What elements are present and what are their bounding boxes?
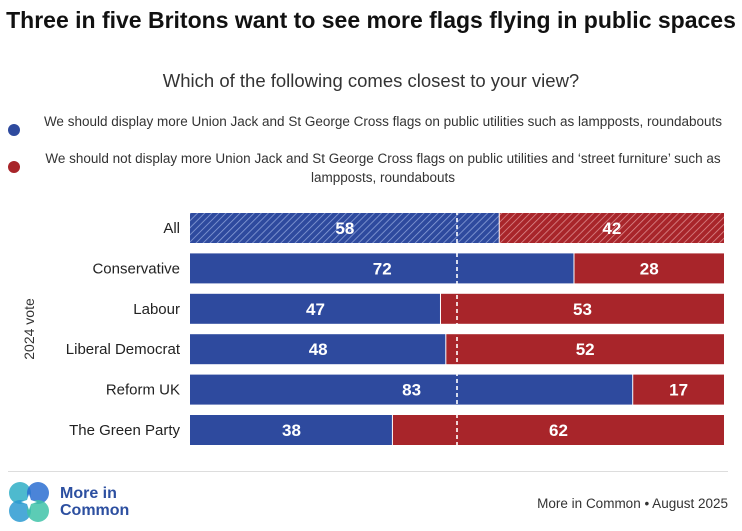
brand-name-line-2: Common: [60, 502, 130, 519]
data-label-the-green-party-series-2: 62: [549, 421, 568, 440]
data-label-conservative-series-1: 72: [373, 259, 392, 278]
data-label-conservative-series-2: 28: [640, 259, 659, 278]
data-label-the-green-party-series-1: 38: [282, 421, 301, 440]
data-label-liberal-democrat-series-1: 48: [309, 340, 328, 359]
legend-label-display-more: We should display more Union Jack and St…: [43, 114, 723, 129]
bar-the-green-party-series-1: [190, 415, 392, 445]
bar-labour-series-2: [440, 293, 724, 324]
chart-subtitle: Which of the following comes closest to …: [162, 70, 580, 91]
data-label-reform-uk-series-2: 17: [669, 381, 688, 400]
category-label-reform-uk: Reform UK: [106, 382, 180, 399]
data-label-labour-series-1: 47: [306, 300, 325, 319]
data-label-all-series-1: 58: [335, 219, 354, 238]
category-label-all: All: [163, 220, 180, 237]
source-note: More in Common • August 2025: [537, 496, 728, 511]
bar-reform-uk-series-1: [190, 374, 633, 405]
more-in-common-logo-icon: [9, 482, 49, 522]
legend-swatch-not-display-more: [8, 161, 20, 173]
legend-swatch-display-more: [8, 124, 20, 136]
category-label-liberal-democrat: Liberal Democrat: [66, 341, 181, 358]
bar-conservative-series-1: [190, 253, 574, 284]
category-label-the-green-party: The Green Party: [69, 422, 180, 439]
bar-conservative-series-2: [574, 253, 724, 284]
y-axis-title: 2024 vote: [21, 298, 37, 360]
bar-the-green-party-series-2: [392, 415, 724, 445]
data-label-all-series-2: 42: [602, 219, 621, 238]
brand-name: More in Common: [60, 485, 129, 519]
brand-name-line-1: More in: [60, 485, 117, 502]
footer-divider: [8, 471, 728, 472]
data-label-labour-series-2: 53: [573, 300, 592, 319]
bar-liberal-democrat-series-2: [446, 334, 724, 365]
category-label-conservative: Conservative: [92, 260, 180, 277]
bar-all-series-2: [499, 213, 724, 243]
data-label-liberal-democrat-series-2: 52: [576, 340, 595, 359]
stacked-bar-chart: All 58 42 Conservative 72 28 Labour 47 53 Liberal…: [21, 211, 724, 447]
bar-all-series-1: [190, 213, 499, 243]
bar-liberal-democrat-series-1: [190, 334, 446, 365]
legend-label-not-display-more: We should not display more Union Jack an…: [45, 151, 721, 185]
bar-labour-series-1: [190, 293, 440, 324]
bar-reform-uk-series-2: [633, 374, 724, 405]
data-label-reform-uk-series-1: 83: [402, 381, 421, 400]
category-label-labour: Labour: [133, 301, 180, 318]
chart-title: Three in five Britons want to see more f…: [6, 7, 736, 33]
